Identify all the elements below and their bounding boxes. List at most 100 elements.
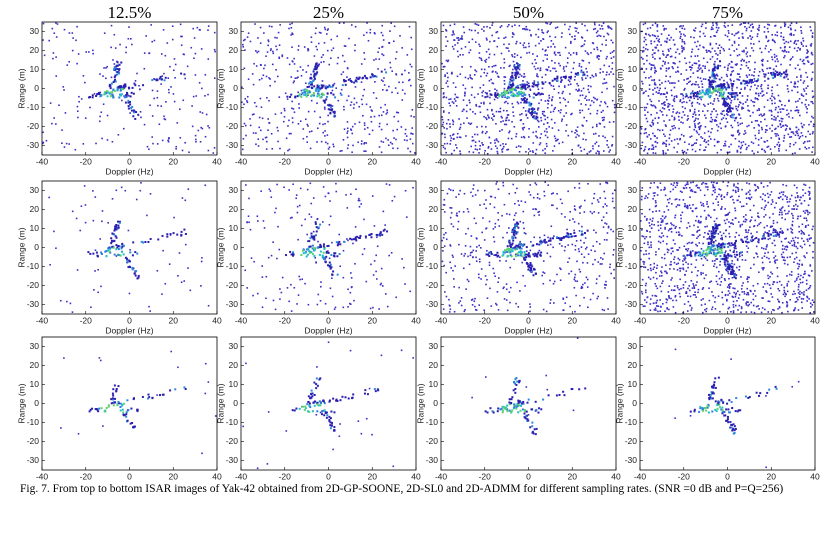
noise-dot	[346, 67, 349, 69]
target-dot	[328, 84, 331, 87]
noise-dot	[692, 72, 695, 74]
noise-dot	[684, 87, 686, 90]
target-dot	[717, 84, 720, 87]
noise-dot	[698, 103, 701, 105]
noise-dot	[333, 82, 336, 85]
noise-dot	[781, 49, 784, 52]
noise-dot	[166, 42, 169, 44]
target-dot	[305, 255, 308, 258]
noise-dot	[596, 55, 599, 57]
noise-dot	[474, 308, 477, 311]
target-dot	[711, 86, 714, 89]
noise-dot	[272, 52, 275, 55]
target-dot	[319, 246, 322, 249]
noise-dot	[741, 32, 744, 35]
noise-dot	[337, 241, 340, 244]
target-dot	[356, 235, 359, 238]
target-dot	[535, 253, 538, 256]
target-dot	[309, 76, 312, 79]
noise-dot	[572, 218, 574, 220]
target-dot	[354, 79, 357, 82]
noise-dot	[700, 25, 703, 28]
noise-dot	[464, 92, 466, 95]
noise-dot	[410, 65, 413, 68]
noise-dot	[559, 64, 561, 67]
noise-dot	[707, 140, 710, 142]
noise-dot	[451, 45, 454, 48]
noise-dot	[796, 91, 799, 94]
noise-dot	[84, 81, 86, 84]
target-dot	[713, 88, 716, 91]
noise-dot	[672, 99, 675, 101]
noise-dot	[613, 85, 615, 88]
noise-dot	[778, 99, 781, 102]
y-tick-label: -10	[27, 261, 40, 271]
noise-dot	[479, 111, 482, 114]
noise-dot	[704, 149, 706, 151]
target-dot	[127, 266, 130, 269]
noise-dot	[372, 306, 374, 309]
noise-dot	[449, 245, 452, 247]
noise-dot	[776, 84, 779, 86]
noise-dot	[722, 103, 724, 106]
noise-dot	[121, 99, 123, 102]
noise-dot	[541, 29, 543, 31]
noise-dot	[297, 49, 300, 51]
noise-dot	[518, 150, 521, 153]
target-dot	[685, 93, 688, 96]
noise-dot	[645, 132, 647, 134]
noise-dot	[324, 302, 327, 305]
plot-frame	[240, 180, 417, 315]
noise-dot	[653, 64, 655, 67]
target-dot	[723, 99, 726, 102]
y-tick-label: -20	[426, 121, 439, 131]
noise-dot	[810, 100, 813, 103]
noise-dot	[793, 83, 796, 85]
noise-dot	[543, 123, 545, 126]
noise-dot	[457, 220, 460, 223]
noise-dot	[299, 120, 302, 122]
noise-dot	[683, 245, 686, 248]
target-dot	[530, 112, 533, 115]
noise-dot	[506, 114, 509, 116]
noise-dot	[691, 67, 693, 69]
target-dot	[515, 244, 518, 247]
noise-dot	[607, 226, 610, 229]
noise-dot	[702, 57, 705, 60]
noise-dot	[496, 97, 499, 99]
noise-dot	[709, 42, 712, 45]
noise-dot	[529, 89, 532, 91]
noise-dot	[163, 72, 165, 75]
target-dot	[136, 252, 139, 255]
noise-dot	[297, 122, 300, 125]
noise-dot	[55, 75, 58, 77]
noise-dot	[354, 262, 356, 265]
target-dot	[566, 235, 569, 238]
noise-dot	[315, 45, 317, 48]
noise-dot	[744, 25, 746, 28]
noise-dot	[498, 130, 501, 132]
target-dot	[529, 104, 532, 107]
noise-dot	[261, 117, 264, 120]
noise-dot	[316, 141, 318, 143]
target-dot	[541, 81, 544, 84]
noise-dot	[595, 240, 598, 243]
noise-dot	[105, 77, 107, 80]
target-dot	[501, 95, 504, 98]
noise-dot	[347, 288, 349, 291]
noise-dot	[79, 229, 82, 232]
noise-dot	[750, 38, 753, 40]
noise-dot	[213, 48, 216, 51]
target-dot	[301, 92, 304, 95]
target-dot	[103, 93, 106, 96]
noise-dot	[357, 199, 360, 202]
target-dot	[511, 230, 514, 233]
noise-dot	[552, 204, 554, 207]
target-dot	[717, 64, 720, 67]
noise-dot	[701, 71, 704, 73]
noise-dot	[654, 105, 656, 108]
target-dot	[135, 111, 138, 114]
noise-dot	[735, 48, 738, 51]
noise-dot	[692, 115, 694, 118]
noise-dot	[513, 53, 516, 55]
